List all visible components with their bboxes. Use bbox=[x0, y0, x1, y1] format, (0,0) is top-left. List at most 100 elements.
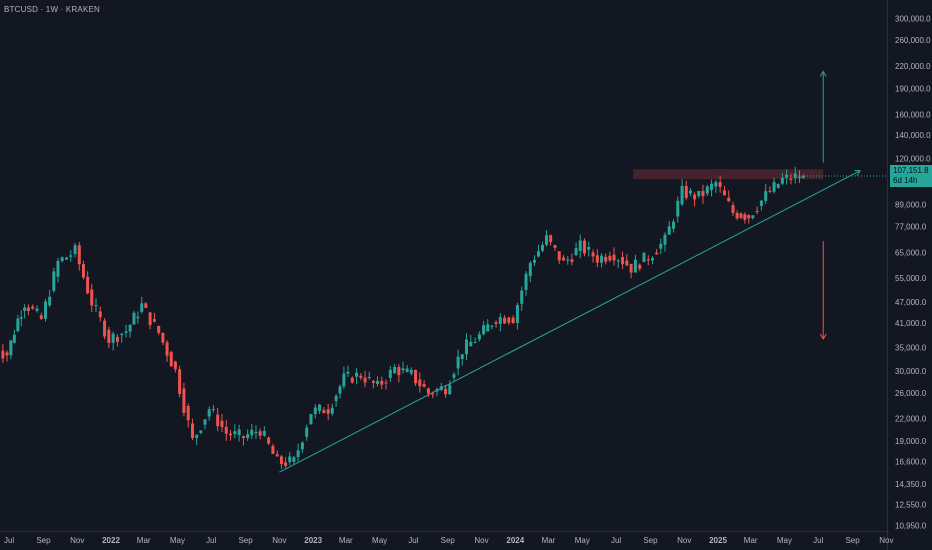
candle-body bbox=[710, 183, 714, 190]
candle-body bbox=[56, 260, 60, 277]
candle-body bbox=[780, 177, 784, 184]
x-tick-label: 2024 bbox=[506, 536, 524, 545]
candle-body bbox=[553, 245, 557, 248]
y-tick-label: 140,000.0 bbox=[895, 131, 931, 140]
candle-body bbox=[536, 251, 540, 257]
projection-up-arrowhead bbox=[819, 70, 827, 77]
x-tick-label: Jul bbox=[206, 536, 216, 545]
candle-body bbox=[473, 342, 477, 344]
candle-body bbox=[190, 423, 194, 439]
candle-body bbox=[350, 377, 354, 383]
y-tick-label: 26,000.0 bbox=[895, 389, 927, 398]
projection-down-arrowhead bbox=[819, 333, 827, 340]
candle-body bbox=[309, 414, 313, 425]
x-tick-label: May bbox=[777, 536, 792, 545]
candle-body bbox=[322, 410, 326, 414]
candle-body bbox=[755, 210, 759, 212]
candle-body bbox=[714, 182, 718, 187]
candle-body bbox=[148, 312, 152, 326]
candle-body bbox=[532, 259, 536, 263]
candle-body bbox=[233, 431, 237, 435]
candle-body bbox=[625, 260, 629, 266]
candle-body bbox=[562, 257, 566, 261]
candle-body bbox=[115, 336, 119, 342]
symbol-title: BTCUSD · 1W · KRAKEN bbox=[4, 5, 101, 14]
x-tick-label: Jul bbox=[4, 536, 14, 545]
candle-body bbox=[633, 259, 637, 273]
x-tick-label: Sep bbox=[845, 536, 860, 545]
candle-body bbox=[94, 305, 98, 307]
candle-body bbox=[520, 290, 524, 304]
candle-body bbox=[722, 190, 726, 196]
candle-body bbox=[655, 252, 659, 255]
candle-body bbox=[19, 317, 23, 319]
candle-body bbox=[246, 434, 250, 438]
candle-body bbox=[165, 342, 169, 356]
candle-body bbox=[220, 420, 224, 427]
candle-body bbox=[401, 368, 405, 371]
candle-body bbox=[477, 334, 481, 340]
candle-body bbox=[557, 251, 561, 261]
candle-body bbox=[5, 352, 9, 356]
candle-body bbox=[186, 406, 190, 421]
candle-body bbox=[81, 264, 85, 278]
x-tick-label: Jul bbox=[611, 536, 621, 545]
candle-body bbox=[359, 375, 363, 378]
plot-area[interactable] bbox=[1, 70, 887, 473]
y-tick-label: 120,000.0 bbox=[895, 155, 931, 164]
candle-body bbox=[258, 431, 262, 436]
candle-body bbox=[743, 214, 747, 220]
candle-body bbox=[157, 325, 161, 333]
candle-body bbox=[494, 322, 498, 324]
candle-body bbox=[355, 372, 359, 377]
x-tick-label: May bbox=[575, 536, 590, 545]
y-tick-label: 12,550.0 bbox=[895, 501, 927, 510]
candle-body bbox=[503, 317, 507, 324]
candle-body bbox=[456, 356, 460, 369]
candle-body bbox=[448, 384, 452, 395]
candle-body bbox=[591, 252, 595, 257]
x-tick-label: May bbox=[170, 536, 185, 545]
candle-body bbox=[528, 262, 532, 277]
candle-body bbox=[64, 257, 68, 260]
candle-body bbox=[384, 382, 388, 384]
candle-body bbox=[612, 254, 616, 261]
candle-body bbox=[663, 234, 667, 245]
candle-body bbox=[90, 289, 94, 306]
candle-body bbox=[600, 255, 604, 263]
candle-body bbox=[431, 393, 435, 395]
candle-body bbox=[173, 361, 177, 370]
candle-body bbox=[237, 429, 241, 436]
candle-body bbox=[469, 341, 473, 347]
candle-body bbox=[86, 276, 90, 294]
candle-body bbox=[444, 388, 448, 395]
candle-body bbox=[1, 350, 5, 359]
trendline-arrowhead bbox=[854, 169, 861, 176]
candle-body bbox=[313, 407, 317, 415]
candle-body bbox=[330, 407, 334, 414]
candle-body bbox=[772, 182, 776, 192]
y-tick-label: 220,000.0 bbox=[895, 62, 931, 71]
candle-body bbox=[727, 197, 731, 202]
candle-body bbox=[574, 248, 578, 256]
x-tick-label: 2025 bbox=[709, 536, 727, 545]
candle-body bbox=[498, 317, 502, 324]
candle-body bbox=[482, 325, 486, 335]
candle-body bbox=[507, 317, 511, 323]
candle-body bbox=[326, 409, 330, 414]
time-axis[interactable]: Jul Sep Nov 2022 Mar May Jul Sep Nov 2023 Mar May Ju… bbox=[4, 536, 894, 545]
candle-body bbox=[797, 176, 801, 178]
candle-body bbox=[279, 456, 283, 464]
candle-body bbox=[642, 252, 646, 263]
candle-body bbox=[140, 303, 144, 312]
candle-body bbox=[103, 320, 107, 337]
price-axis[interactable]: 300,000.0 260,000.0 220,000.0 190,000.0 160,… bbox=[895, 14, 931, 530]
candle-body bbox=[680, 185, 684, 205]
candle-body bbox=[464, 339, 468, 355]
candle-body bbox=[12, 334, 16, 343]
candle-body bbox=[460, 354, 464, 360]
candle-body bbox=[764, 191, 768, 201]
candle-body bbox=[452, 374, 456, 378]
x-tick-label: Nov bbox=[272, 536, 286, 545]
